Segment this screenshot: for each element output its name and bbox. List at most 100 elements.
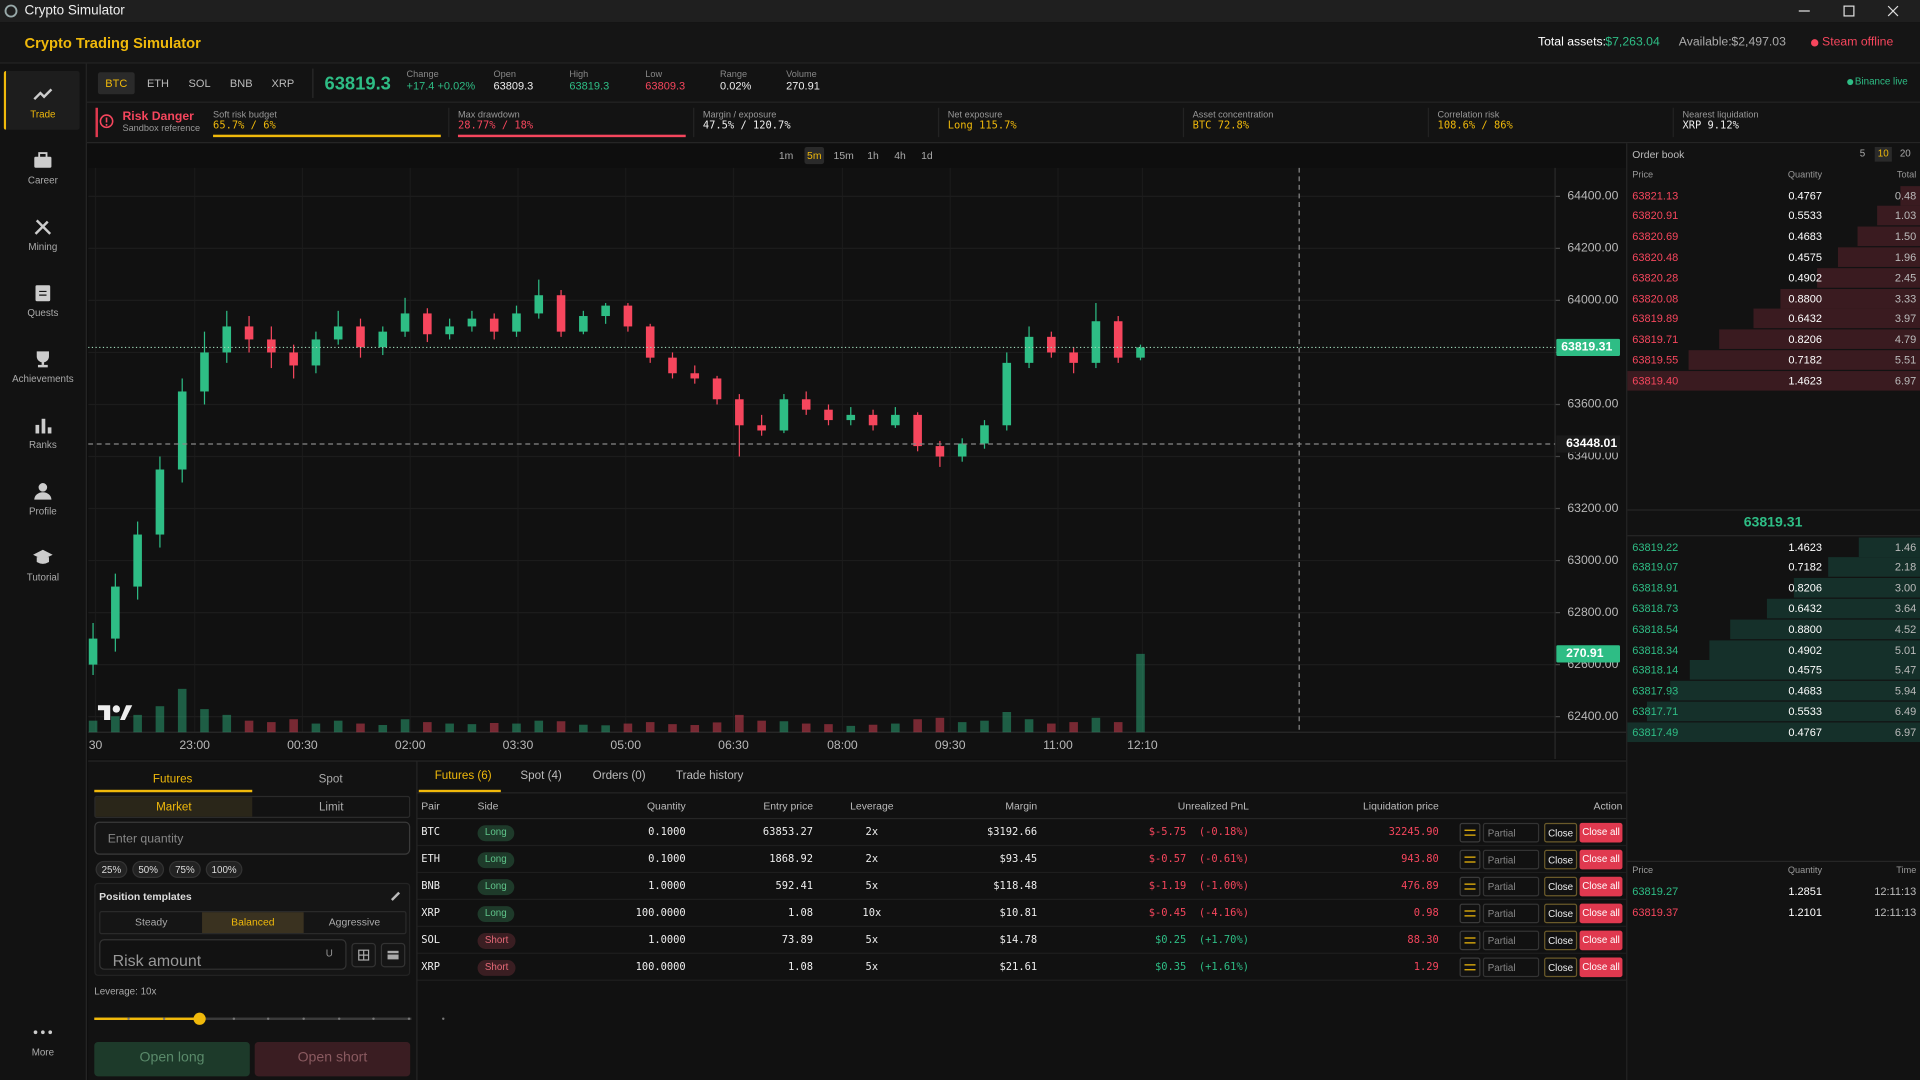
depth-button[interactable]: 20 (1899, 148, 1911, 160)
partial-input[interactable]: Partial (1482, 930, 1540, 951)
timeframe-button[interactable]: 5m (804, 146, 825, 165)
swap-button[interactable] (1459, 903, 1481, 924)
template-button[interactable]: Balanced (202, 912, 304, 934)
partial-input[interactable]: Partial (1482, 876, 1540, 897)
close-all-button[interactable]: Close all (1579, 822, 1623, 843)
percent-button[interactable]: 25% (95, 860, 128, 878)
close-all-button[interactable]: Close all (1579, 903, 1623, 924)
timeframe-button[interactable]: 15m (833, 149, 854, 162)
form-tab[interactable]: Spot (318, 772, 343, 787)
price-tick-label: 63600.00 (1567, 397, 1618, 411)
symbol-button[interactable]: BTC (97, 72, 135, 95)
positions-divider (417, 817, 1627, 820)
book-quantity: 0.4575 (1788, 250, 1823, 264)
form-tab[interactable]: Futures (152, 772, 193, 787)
calc-button[interactable] (351, 942, 376, 968)
quantity-placeholder: Enter quantity (107, 832, 184, 847)
close-button[interactable]: Close (1544, 957, 1578, 978)
template-button[interactable]: Steady (135, 915, 168, 929)
status-dot (1811, 39, 1819, 47)
timeframe-button[interactable]: 1d (921, 149, 933, 162)
candle-body (155, 469, 165, 535)
close-all-button[interactable]: Close all (1579, 849, 1623, 870)
symbol-button[interactable]: ETH (146, 77, 169, 90)
position-cell: $0.25 (+1.70%) (1154, 934, 1249, 947)
open-long-button[interactable]: Open long (94, 1042, 250, 1077)
book-price: 63819.07 (1632, 561, 1679, 574)
more-icon (33, 1030, 53, 1035)
depth-button[interactable]: 5 (1859, 148, 1866, 160)
volume-bar (244, 720, 254, 733)
close-all-button[interactable]: Close all (1579, 957, 1623, 978)
book-quantity: 0.4902 (1788, 271, 1823, 284)
volume-bar (111, 716, 120, 733)
risk-label: Margin / exposure (702, 108, 777, 120)
risk-separator (693, 107, 695, 138)
positions-tab[interactable]: Spot (4) (520, 768, 562, 783)
close-all-button[interactable]: Close all (1579, 876, 1623, 897)
window-controls[interactable] (1782, 0, 1920, 22)
book-total: 6.49 (1894, 705, 1917, 718)
risk-separator (937, 107, 940, 138)
open-short-button[interactable]: Open short (254, 1042, 411, 1077)
nav-label: Achievements (12, 373, 74, 385)
position-cell: 5x (865, 934, 879, 947)
percent-button[interactable]: 75% (168, 860, 201, 878)
trades-header: Quantity (1787, 864, 1823, 876)
template-button[interactable]: Aggressive (328, 915, 381, 929)
positions-tab[interactable]: Orders (0) (592, 768, 646, 783)
swap-button[interactable] (1459, 849, 1481, 870)
timeframe-button[interactable]: 4h (894, 149, 906, 162)
swap-button[interactable] (1459, 930, 1481, 951)
position-cell: $10.81 (999, 907, 1038, 920)
quantity-input[interactable] (94, 821, 411, 855)
percent-button[interactable]: 50% (132, 860, 165, 878)
time-tick-label: 02:00 (395, 738, 426, 752)
close-button[interactable]: Close (1544, 903, 1578, 924)
time-tick-label: 12:10 (1127, 738, 1158, 752)
close-button[interactable]: Close (1544, 849, 1578, 870)
time-tick-label: 06:30 (718, 738, 749, 752)
risk-input[interactable] (99, 939, 347, 970)
percent-button[interactable]: 100% (205, 860, 243, 878)
symbol-button[interactable]: SOL (188, 77, 211, 90)
close-button[interactable]: Close (1544, 876, 1578, 897)
candle-body (668, 357, 677, 374)
nav-icon (35, 418, 52, 434)
partial-input[interactable]: Partial (1482, 903, 1540, 924)
order-type-button[interactable]: Market (95, 797, 253, 817)
total-assets: $7,263.04 (1605, 35, 1660, 49)
volume-bar (289, 719, 298, 733)
partial-input[interactable]: Partial (1482, 822, 1540, 843)
timeframe-button[interactable]: 1h (867, 149, 879, 162)
partial-input[interactable]: Partial (1482, 849, 1540, 870)
book-price: 63818.34 (1632, 643, 1679, 656)
swap-button[interactable] (1459, 957, 1481, 978)
slider-track[interactable] (94, 1017, 412, 1020)
card-icon (387, 950, 399, 960)
slider-knob[interactable] (193, 1012, 206, 1025)
positions-tab[interactable]: Futures (6) (434, 768, 492, 783)
swap-button[interactable] (1459, 876, 1481, 897)
order-book-header: Quantity (1787, 168, 1823, 180)
symbol-button[interactable]: XRP (271, 77, 295, 90)
positions-tab[interactable]: Trade history (675, 768, 744, 783)
close-button[interactable]: Close (1544, 822, 1578, 843)
depth-button[interactable]: 10 (1874, 146, 1892, 162)
volume-bar (1091, 717, 1101, 733)
book-total: 0.48 (1894, 189, 1917, 202)
swap-button[interactable] (1459, 822, 1481, 843)
partial-input[interactable]: Partial (1482, 957, 1540, 978)
nav-more[interactable]: More (31, 1046, 55, 1058)
symbol-button[interactable]: BNB (229, 77, 253, 90)
close-all-button[interactable]: Close all (1579, 930, 1623, 951)
close-button[interactable]: Close (1544, 930, 1578, 951)
card-button[interactable] (380, 942, 406, 968)
slider-dot (442, 1017, 445, 1020)
timeframe-button[interactable]: 1m (778, 149, 794, 162)
positions-header: Action (1593, 799, 1623, 812)
candle-body (200, 352, 209, 392)
order-type-button[interactable]: Limit (318, 800, 344, 815)
volume-bar (133, 714, 142, 733)
book-price: 63820.48 (1632, 250, 1679, 264)
